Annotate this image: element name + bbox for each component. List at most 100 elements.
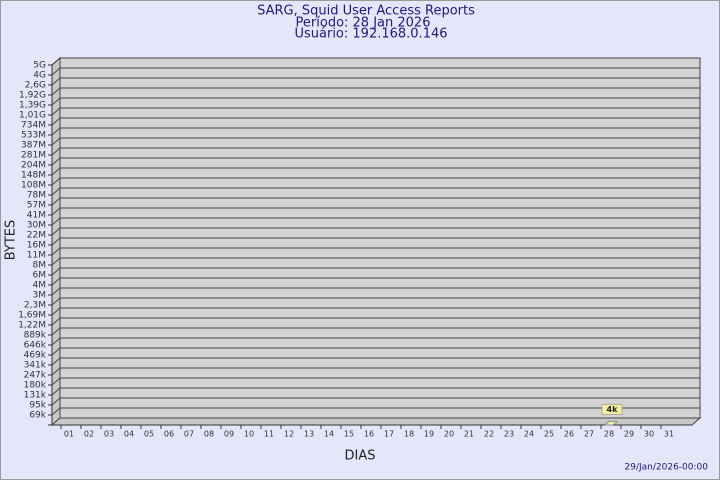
x-tick-label: 24 [524,430,534,439]
x-tick-label: 05 [144,430,154,439]
y-tick-label: 22M [27,231,46,241]
grid-line [51,87,61,96]
x-tick-label: 13 [304,430,314,439]
x-tick-label: 23 [504,430,514,439]
x-tick-label: 17 [384,430,394,439]
grid-line [51,117,61,126]
y-tick-label: 646k [24,341,47,351]
grid-line [51,347,61,356]
grid-line [51,197,61,206]
y-tick-label: 41M [27,211,46,221]
grid-line [51,397,61,406]
y-tick-label: 78M [27,191,46,201]
chart-subtitle: Usuário: 192.168.0.146 [294,27,447,42]
x-tick-label: 11 [264,430,274,439]
grid-line [51,267,61,276]
y-tick-label: 11M [27,251,46,261]
x-tick-label: 20 [444,430,454,439]
y-tick-label: 734M [21,121,46,131]
y-tick-label: 533M [21,131,46,141]
grid-line [51,317,61,326]
y-tick-label: 204M [21,161,46,171]
y-tick-label: 281M [21,151,46,161]
grid-line [51,377,61,386]
x-axis-title: DIAS [345,449,376,464]
x-tick-label: 04 [124,430,134,439]
grid-line [51,77,61,86]
y-tick-label: 889k [24,331,47,341]
grid-line [51,157,61,166]
y-tick-label: 8M [33,261,47,271]
grid-line [51,107,61,116]
y-tick-label: 3M [33,291,47,301]
x-tick-label: 02 [84,430,94,439]
grid-line [51,127,61,136]
y-tick-label: 131k [24,391,47,401]
x-tick-label: 08 [204,430,214,439]
y-tick-label: 95k [29,401,46,411]
grid-line [51,187,61,196]
plot-floor [50,417,702,426]
y-tick-label: 57M [27,201,46,211]
grid-line [51,407,61,416]
y-tick-label: 1,01G [19,111,46,121]
y-tick-label: 2,3M [24,301,46,311]
x-tick-label: 22 [484,430,494,439]
grid-line [51,237,61,246]
grid-line [51,217,61,226]
x-tick-label: 27 [584,430,594,439]
x-tick-label: 28 [604,430,614,439]
grid-line [51,67,61,76]
grid-line [51,357,61,366]
x-tick-label: 16 [364,430,374,439]
y-tick-label: 1,22M [18,321,46,331]
x-tick-label: 30 [644,430,654,439]
y-tick-label: 469k [24,351,47,361]
y-tick-label: 180k [24,381,47,391]
grid-line [51,387,61,396]
x-tick-label: 10 [244,430,254,439]
y-tick-label: 1,92G [19,91,46,101]
y-tick-label: 148M [21,171,46,181]
x-tick-label: 06 [164,430,174,439]
grid-line [51,277,61,286]
x-tick-label: 14 [324,430,334,439]
y-tick-label: 1,69M [18,311,46,321]
y-tick-label: 4G [33,71,46,81]
y-axis-title: BYTES [4,220,19,261]
grid-line [51,177,61,186]
grid-line [51,367,61,376]
x-tick-label: 26 [564,430,574,439]
x-tick-label: 31 [664,430,674,439]
grid-line [51,287,61,296]
y-tick-label: 4M [33,281,47,291]
x-tick-label: 15 [344,430,354,439]
x-tick-label: 09 [224,430,234,439]
chart-title: SARG, Squid User Access Reports [257,4,475,19]
x-tick-label: 21 [464,430,474,439]
value-label: 4k [607,405,619,414]
grid-line [51,167,61,176]
grid-line [51,147,61,156]
x-tick-label: 19 [424,430,434,439]
timestamp: 29/Jan/2026-00:00 [625,463,709,473]
y-tick-label: 16M [27,241,46,251]
x-tick-label: 29 [624,430,634,439]
grid-line [51,337,61,346]
grid-line [51,57,61,66]
grid-line [51,327,61,336]
grid-line [51,307,61,316]
y-tick-label: 247k [24,371,47,381]
y-tick-label: 6M [33,271,47,281]
x-tick-label: 01 [64,430,74,439]
y-tick-label: 387M [21,141,46,151]
value-label-box [601,403,623,415]
bar [604,420,618,426]
x-tick-label: 07 [184,430,194,439]
x-tick-label: 12 [284,430,294,439]
y-tick-label: 69k [29,411,46,421]
x-tick-label: 25 [544,430,554,439]
chart-subtitle: Período: 28 Jan 2026 [296,16,431,31]
grid-line [51,227,61,236]
